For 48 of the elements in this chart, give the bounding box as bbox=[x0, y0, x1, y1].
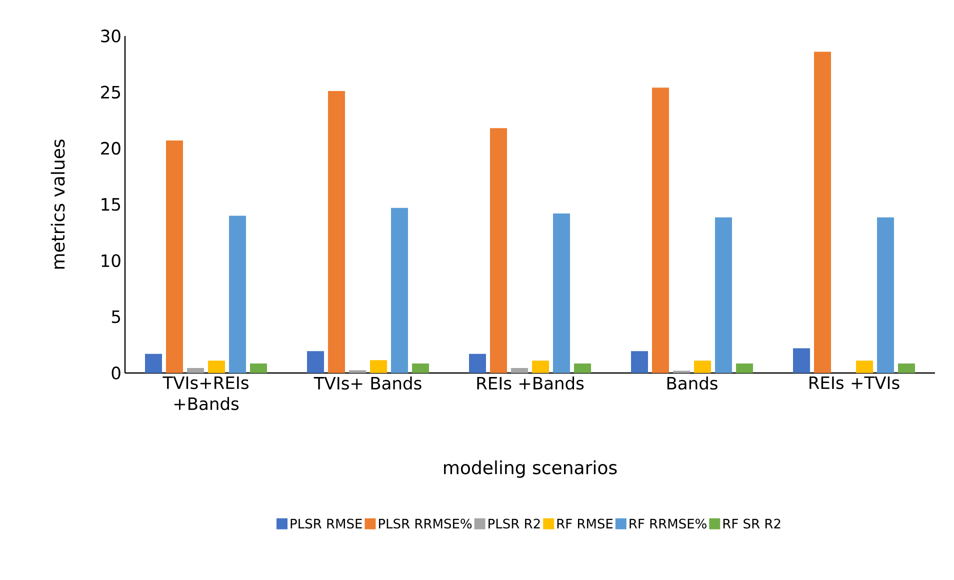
x-tick-label: REIs +TVIs bbox=[810, 376, 900, 390]
legend-label: PLSR R2 bbox=[488, 518, 540, 529]
bar bbox=[736, 363, 754, 373]
legend-label: PLSR RMSE bbox=[290, 518, 362, 529]
bar bbox=[349, 370, 366, 373]
bar bbox=[715, 217, 732, 373]
legend-label: RF SR R2 bbox=[723, 518, 780, 529]
bar bbox=[877, 217, 894, 373]
x-tick-label: REIs +Bands bbox=[477, 376, 584, 390]
bar bbox=[694, 360, 712, 373]
bar bbox=[187, 368, 204, 373]
bar bbox=[814, 52, 832, 373]
x-axis-title: modeling scenarios bbox=[444, 460, 617, 478]
bar bbox=[574, 363, 592, 373]
y-tick-label: 0 bbox=[112, 366, 120, 380]
bar bbox=[166, 140, 183, 373]
bar bbox=[553, 213, 570, 373]
bar bbox=[469, 354, 486, 373]
bar bbox=[652, 88, 670, 373]
y-tick-label: 15 bbox=[102, 198, 120, 211]
bar bbox=[793, 348, 810, 373]
bar bbox=[490, 128, 508, 373]
y-tick-label: 20 bbox=[101, 142, 120, 155]
x-tick-label: TVIs+ Bands bbox=[314, 376, 422, 390]
x-tick-label: TVIs+REIs +Bands bbox=[162, 376, 248, 410]
y-tick-label: 30 bbox=[101, 30, 120, 42]
legend-label: RF RRMSE% bbox=[630, 518, 706, 529]
bar bbox=[631, 351, 648, 373]
legend-label: RF RMSE bbox=[557, 518, 613, 529]
bar bbox=[145, 354, 162, 373]
bar bbox=[511, 368, 528, 373]
y-axis-title: metrics values bbox=[50, 140, 65, 269]
bar bbox=[328, 91, 346, 373]
bar bbox=[856, 360, 874, 373]
y-tick-label: 5 bbox=[112, 310, 120, 324]
bar bbox=[307, 351, 324, 373]
x-tick-label: Bands bbox=[667, 376, 718, 390]
bar bbox=[532, 360, 550, 373]
bar bbox=[229, 216, 246, 373]
bar bbox=[370, 360, 388, 373]
bar bbox=[391, 208, 408, 373]
bar bbox=[250, 363, 268, 373]
bar bbox=[412, 363, 430, 373]
y-tick-label: 10 bbox=[102, 254, 120, 268]
y-tick-label: 25 bbox=[101, 86, 120, 99]
legend-label: PLSR RRMSE% bbox=[378, 518, 472, 529]
bar bbox=[898, 363, 916, 373]
bar bbox=[208, 360, 225, 373]
